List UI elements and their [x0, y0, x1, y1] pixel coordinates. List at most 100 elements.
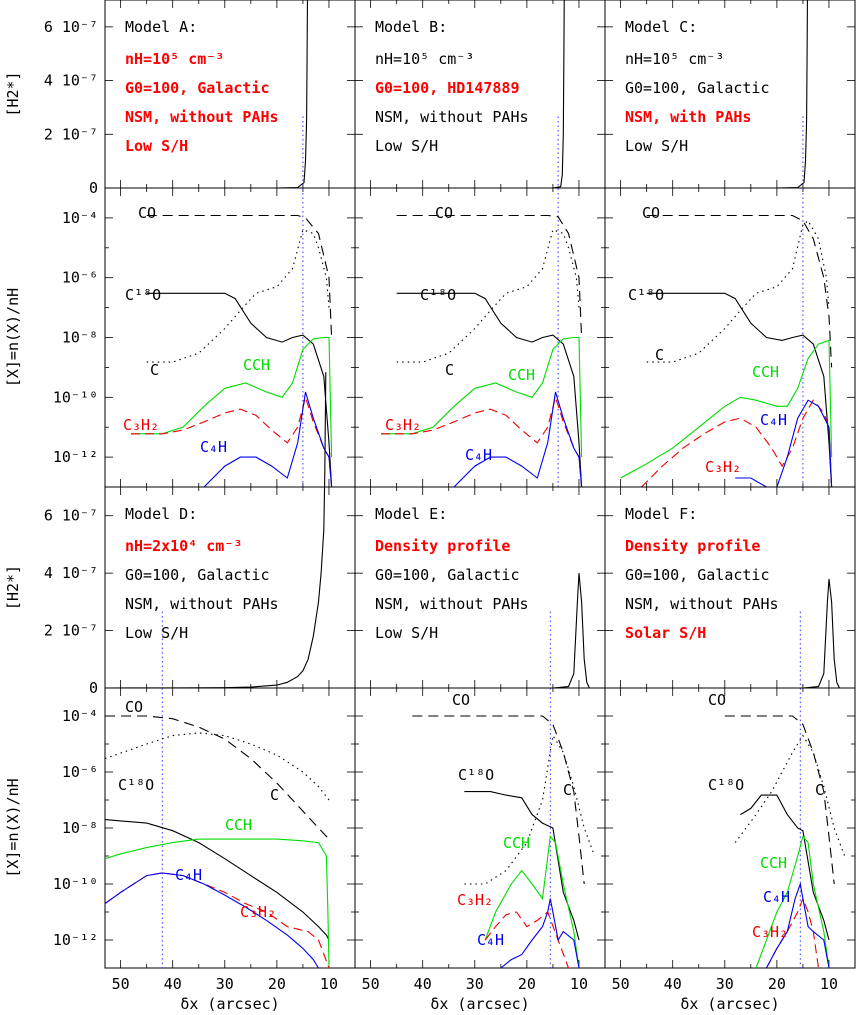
- x-tick-label: 40: [164, 975, 182, 993]
- model-title: Model F:: [625, 505, 697, 523]
- xlabel: δx (arcsec): [180, 995, 279, 1013]
- model-info-line: G0=100, Galactic: [625, 566, 770, 584]
- model-title: Model E:: [375, 505, 447, 523]
- x-tick-label: 50: [612, 975, 630, 993]
- h2-tick-label: 4 10⁻⁷: [44, 72, 98, 90]
- abundance-tick-label: 10⁻¹²: [53, 448, 98, 466]
- xlabel: δx (arcsec): [430, 995, 529, 1013]
- h2-curve: [355, 0, 565, 189]
- series-c18o: [646, 292, 833, 487]
- x-ticks: [370, 0, 606, 487]
- model-title: Model C:: [625, 18, 697, 36]
- series-cch: [620, 339, 833, 479]
- species-label-c4h: C₄H: [760, 411, 787, 429]
- abundance-tick-label: 10⁻⁴: [62, 707, 98, 725]
- series-co: [396, 214, 583, 338]
- series-c4h: [453, 391, 583, 487]
- abundance-series: [620, 214, 833, 487]
- series-c3h2: [381, 395, 583, 487]
- x-tick-label: 30: [716, 975, 734, 993]
- model-info-line: NSM, without PAHs: [125, 108, 279, 126]
- series-cch: [131, 336, 333, 458]
- abundance-tick-label: 10⁻¹⁰: [53, 875, 98, 893]
- model-info-line: G0=100, HD147889: [375, 79, 520, 97]
- model-info-line: NSM, without PAHs: [375, 108, 529, 126]
- model-info-line: NSM, without PAHs: [125, 595, 279, 613]
- abundance-series: [724, 715, 846, 968]
- x-tick-label: 20: [518, 975, 536, 993]
- series-c4h: [766, 881, 830, 968]
- ylabel-abundance: [X]=n(X)/nH: [4, 288, 22, 387]
- abundance-tick-label: 10⁻¹⁰: [53, 388, 98, 406]
- x-tick-label: 30: [466, 975, 484, 993]
- species-label-co: CO: [125, 698, 143, 716]
- series-cch: [105, 838, 330, 968]
- abundance-series: [105, 715, 330, 968]
- h2-tick-label: 0: [89, 679, 98, 697]
- species-label-c4h: C₄H: [465, 446, 492, 464]
- species-label-co: CO: [435, 204, 453, 222]
- series-c: [734, 734, 846, 857]
- h2-tick-label: 6 10⁻⁷: [44, 18, 98, 36]
- species-label-c: C: [655, 346, 664, 364]
- series-c4h: [735, 399, 833, 487]
- abundance-tick-label: 10⁻⁸: [62, 819, 98, 837]
- species-label-cch: CCH: [752, 363, 779, 381]
- abundance-tick-label: 10⁻⁸: [62, 329, 98, 347]
- series-c: [464, 734, 596, 885]
- series-c: [105, 732, 330, 801]
- species-label-c3h2: C₃H₂: [705, 458, 741, 476]
- species-label-cch: CCH: [508, 366, 535, 384]
- h2-tick-label: 2 10⁻⁷: [44, 125, 98, 143]
- series-c: [646, 220, 830, 363]
- model-info-line: G0=100, Galactic: [125, 566, 270, 584]
- species-label-c3h2: C₃H₂: [240, 903, 276, 921]
- model-info-line: G0=100, Galactic: [625, 79, 770, 97]
- x-tick-label: 50: [112, 975, 130, 993]
- model-title: Model D:: [125, 505, 197, 523]
- x-tick-label: 30: [216, 975, 234, 993]
- panel-model-a: Model A: nH=10⁵ cm⁻³ G0=100, Galactic NSM, …: [104, 0, 356, 488]
- model-info-line: nH=10⁵ cm⁻³: [625, 50, 724, 68]
- model-info-line: Low S/H: [375, 624, 438, 642]
- species-label-co: CO: [642, 204, 660, 222]
- panel-model-d: Model D: nH=2x10⁴ cm⁻³ G0=100, Galactic NSM…: [104, 372, 356, 969]
- x-tick-label: 10: [820, 975, 838, 993]
- series-co: [105, 715, 330, 840]
- series-co: [724, 715, 835, 885]
- species-label-c18o: C¹⁸O: [420, 286, 456, 304]
- h2-curve: [105, 0, 308, 189]
- species-label-c18o: C¹⁸O: [118, 776, 154, 794]
- series-c3h2: [105, 872, 330, 968]
- species-label-cch: CCH: [760, 854, 787, 872]
- series-c: [396, 229, 580, 363]
- species-label-c4h: C₄H: [763, 888, 790, 906]
- species-label-c: C: [445, 361, 454, 379]
- series-c18o: [396, 292, 583, 487]
- abundance-frame: [354, 687, 606, 969]
- model-info-line: NSM, without PAHs: [625, 595, 779, 613]
- species-label-c: C: [150, 361, 159, 379]
- model-info-line: Low S/H: [125, 624, 188, 642]
- species-label-c: C: [563, 781, 572, 799]
- panel-model-c: Model C: nH=10⁵ cm⁻³ G0=100, Galactic NSM, …: [604, 0, 856, 488]
- species-label-co: CO: [452, 691, 470, 709]
- series-c18o: [146, 292, 333, 487]
- abundance-tick-label: 10⁻¹²: [53, 931, 98, 949]
- h2-tick-label: 2 10⁻⁷: [44, 622, 98, 640]
- species-label-c3h2: C₃H₂: [385, 416, 421, 434]
- model-info-line: nH=10⁵ cm⁻³: [125, 50, 224, 68]
- h2-curve: [605, 578, 840, 689]
- model-info-line: NSM, with PAHs: [625, 108, 751, 126]
- xlabel: δx (arcsec): [680, 995, 779, 1013]
- ylabel-h2: [H2*]: [4, 565, 22, 610]
- model-info-line: Low S/H: [375, 137, 438, 155]
- x-ticks: [370, 487, 606, 968]
- abundance-tick-label: 10⁻⁶: [62, 763, 98, 781]
- model-title: Model B:: [375, 18, 447, 36]
- x-tick-label: 10: [320, 975, 338, 993]
- abundance-tick-label: 10⁻⁶: [62, 269, 98, 287]
- panel-model-e: Model E: Density profile G0=100, Galactic N…: [354, 486, 606, 969]
- species-label-co: CO: [138, 204, 156, 222]
